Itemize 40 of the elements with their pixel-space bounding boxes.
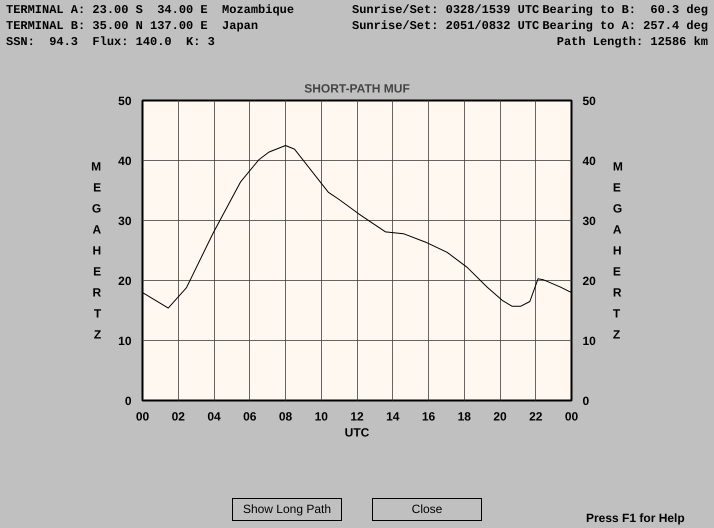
text: Sunrise/Set: 2051/0832 UTC <box>352 18 540 35</box>
x-tick-label: 22 <box>529 410 543 424</box>
y-tick-label: 0 <box>124 394 132 408</box>
y2-tick-label: 20 <box>582 274 596 288</box>
y-tick-label: 40 <box>118 154 132 168</box>
x-tick-label: 08 <box>278 410 292 424</box>
chart-title: SHORT-PATH MUF <box>304 82 410 96</box>
x-tick-label: 00 <box>136 410 150 424</box>
text: SSN: 94.3 Flux: 140.0 K: 3 <box>6 34 215 51</box>
y-tick-label: 30 <box>118 214 132 228</box>
text: TERMINAL B: 35.00 N 137.00 E Japan <box>6 18 258 35</box>
y2-tick-label: 50 <box>582 94 596 108</box>
x-tick-label: 16 <box>422 410 436 424</box>
text: Press F1 for Help <box>586 510 685 527</box>
text: Bearing to B: 60.3 deg <box>542 2 708 19</box>
y2-tick-label: 0 <box>582 394 590 408</box>
x-tick-label: 02 <box>172 410 186 424</box>
y2-tick-label: 30 <box>582 214 596 228</box>
text: Bearing to A: 257.4 deg <box>542 18 708 35</box>
text: Close <box>372 498 482 522</box>
text: TERMINAL A: 23.00 S 34.00 E Mozambique <box>6 2 294 19</box>
x-tick-label: 12 <box>350 410 364 424</box>
x-tick-label: 04 <box>207 410 221 424</box>
y-tick-label: 50 <box>118 94 132 108</box>
x-tick-label: 06 <box>243 410 257 424</box>
text: MEGAHERTZ <box>612 160 623 342</box>
text: Sunrise/Set: 0328/1539 UTC <box>352 2 540 19</box>
y-tick-label: 20 <box>118 274 132 288</box>
x-axis-title: UTC <box>344 426 370 440</box>
x-tick-label: 14 <box>386 410 400 424</box>
text: MEGAHERTZ <box>91 160 102 342</box>
x-tick-label: 18 <box>458 410 472 424</box>
y2-tick-label: 40 <box>582 154 596 168</box>
x-tick-label: 20 <box>493 410 507 424</box>
y-tick-label: 10 <box>118 334 132 348</box>
text: Path Length: 12586 km <box>556 34 708 51</box>
y2-tick-label: 10 <box>582 334 596 348</box>
x-tick-label: 00 <box>564 410 578 424</box>
text: Show Long Path <box>232 498 342 522</box>
x-tick-label: 10 <box>314 410 328 424</box>
